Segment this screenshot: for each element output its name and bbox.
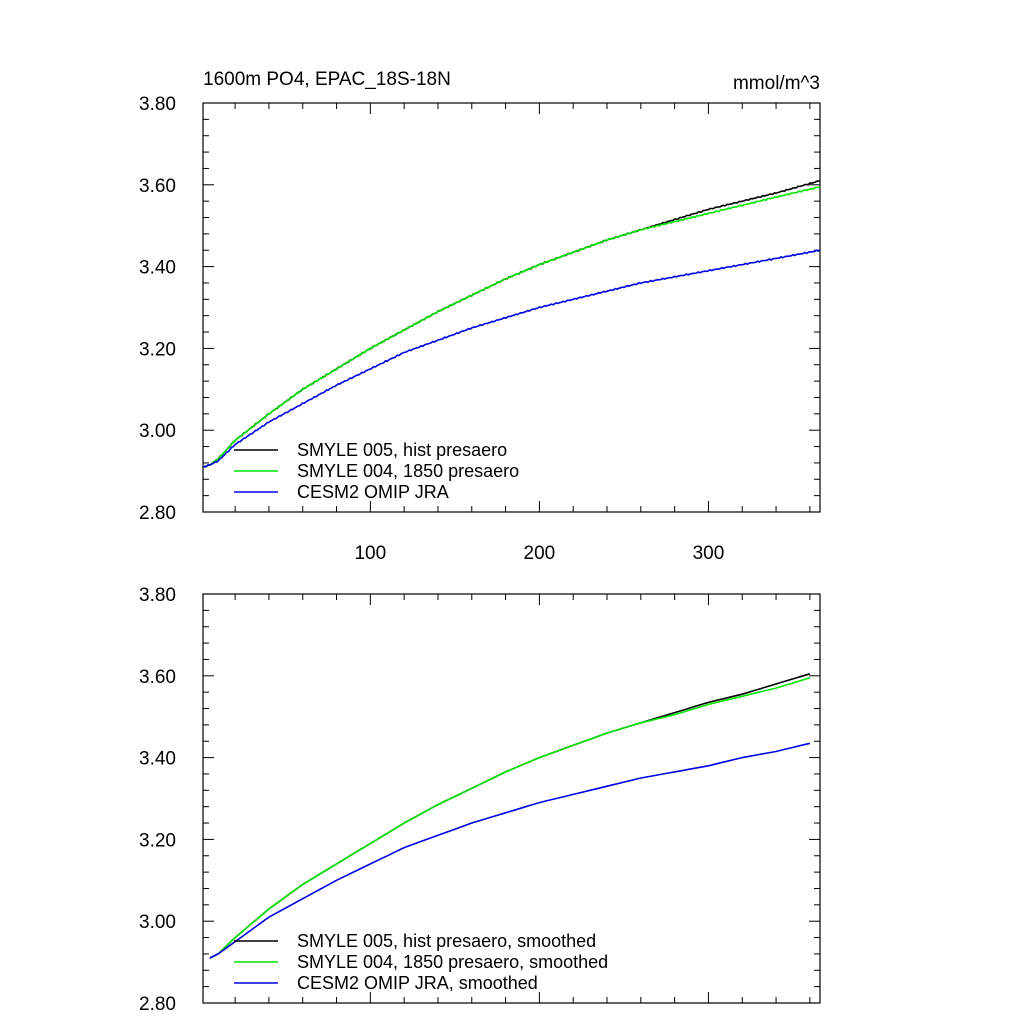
y-tick-label: 3.40 [139, 258, 176, 279]
y-tick-label: 3.00 [139, 912, 176, 933]
y-tick-label: 3.20 [139, 339, 176, 360]
x-axis-tick-labels: 100 200 300 [354, 543, 724, 564]
plot-frame [202, 102, 821, 513]
series-lines [202, 179, 821, 468]
y-tick-label: 3.00 [139, 421, 176, 442]
y-tick-label: 3.40 [139, 749, 176, 770]
y-tick-label: 3.80 [139, 94, 176, 115]
top-chart-panel: 1600m PO4, EPAC_18S-18N mmol/m^3 2.80 3.0… [139, 69, 821, 564]
legend-label: CESM2 OMIP JRA [297, 482, 449, 502]
y-tick-label: 3.20 [139, 830, 176, 851]
series-line [203, 186, 821, 468]
y-tick-label: 2.80 [139, 503, 176, 524]
series-line [202, 179, 821, 468]
y-axis-tick-labels: 2.80 3.00 3.20 3.40 3.60 3.80 [139, 94, 176, 524]
chart-title: 1600m PO4, EPAC_18S-18N [203, 69, 451, 90]
legend-label: CESM2 OMIP JRA, smoothed [297, 973, 538, 993]
series-line [209, 673, 811, 959]
y-tick-label: 3.80 [139, 585, 176, 606]
y-tick-label: 3.60 [139, 667, 176, 688]
axis-ticks [203, 102, 820, 513]
series-line [202, 249, 821, 468]
y-tick-label: 2.80 [139, 994, 176, 1015]
y-axis-tick-labels: 2.80 3.00 3.20 3.40 3.60 3.80 [139, 585, 176, 1015]
y-tick-label: 3.60 [139, 176, 176, 197]
x-tick-label: 200 [524, 543, 556, 564]
legend-label: SMYLE 005, hist presaero, smoothed [297, 931, 596, 951]
units-label: mmol/m^3 [733, 73, 820, 94]
axis-ticks [203, 593, 820, 1004]
series-line [209, 677, 811, 959]
legend-label: SMYLE 004, 1850 presaero, smoothed [297, 952, 608, 972]
legend-label: SMYLE 005, hist presaero [297, 440, 507, 460]
x-tick-label: 300 [693, 543, 725, 564]
legend: SMYLE 005, hist presaero, smoothedSMYLE … [234, 931, 608, 993]
plot-frame [202, 593, 821, 1004]
series-lines [209, 673, 811, 959]
bottom-chart-panel: 2.80 3.00 3.20 3.40 3.60 3.80 SMYLE 005, hist… [139, 585, 821, 1015]
x-tick-label: 100 [354, 543, 386, 564]
legend-label: SMYLE 004, 1850 presaero [297, 461, 519, 481]
series-line [209, 742, 811, 959]
